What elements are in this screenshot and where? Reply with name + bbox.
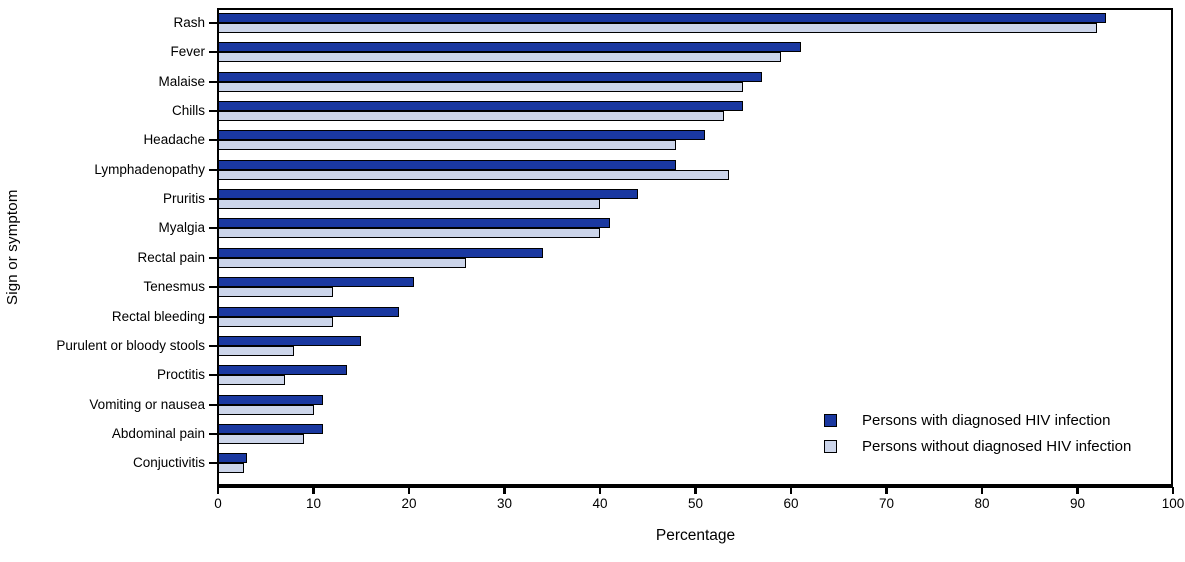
y-tick [209, 374, 218, 377]
y-tick [209, 139, 218, 142]
x-tick [1171, 487, 1175, 494]
bar-with-hiv [218, 365, 347, 376]
x-axis-line [216, 484, 1173, 488]
bar-with-hiv [218, 247, 543, 258]
bar-without-hiv [218, 375, 285, 386]
y-tick [209, 168, 218, 171]
bar-with-hiv [218, 159, 677, 170]
x-tick-label: 50 [687, 496, 704, 511]
bar-without-hiv [218, 111, 725, 122]
y-tick [209, 22, 218, 24]
category-label: Rash [173, 15, 205, 30]
x-tick [789, 487, 793, 494]
bar-with-hiv [218, 71, 763, 82]
x-tick-label: 80 [974, 496, 990, 511]
x-tick [407, 487, 411, 494]
bar-without-hiv [218, 140, 677, 151]
category-label: Purulent or bloody stools [56, 337, 205, 353]
bar-with-hiv [218, 130, 706, 141]
category-label: Lymphadenopathy [94, 161, 205, 177]
x-tick [312, 487, 315, 494]
x-axis-title: Percentage [655, 527, 736, 544]
bar-without-hiv [218, 287, 333, 298]
x-tick [980, 487, 984, 494]
bar-with-hiv [218, 42, 801, 53]
y-tick [209, 403, 218, 406]
y-tick [209, 110, 218, 113]
legend-item-with-hiv: Persons with diagnosed HIV infection [824, 411, 1131, 429]
plot-frame-top [216, 8, 1173, 10]
bar-without-hiv [218, 463, 244, 474]
bar-without-hiv [218, 433, 304, 444]
y-tick [209, 256, 218, 259]
category-label: Fever [170, 44, 205, 60]
y-tick [209, 198, 218, 201]
category-label: Vomiting or nausea [89, 396, 205, 412]
bar-with-hiv [218, 335, 362, 346]
bar-with-hiv [218, 394, 324, 405]
category-label: Proctitis [156, 367, 205, 383]
y-tick [209, 432, 218, 435]
y-tick [209, 80, 218, 83]
y-tick [209, 315, 218, 318]
x-tick-label: 60 [783, 496, 799, 511]
x-tick-label: 20 [401, 496, 417, 511]
legend-item-without-hiv: Persons without diagnosed HIV infection [824, 437, 1132, 455]
x-tick [598, 487, 602, 494]
bar-without-hiv [218, 228, 600, 239]
category-label: Myalgia [158, 220, 205, 236]
x-tick [216, 487, 220, 494]
category-label: Rectal pain [137, 249, 205, 265]
category-label: Malaise [158, 73, 205, 89]
bar-with-hiv [218, 101, 744, 112]
legend-swatch-with-hiv-icon [824, 413, 837, 427]
bar-with-hiv [218, 189, 639, 200]
bar-without-hiv [218, 345, 295, 356]
y-tick [209, 51, 218, 54]
bar-without-hiv [218, 199, 600, 210]
x-tick-label: 70 [878, 496, 895, 511]
plot-frame-right [1171, 8, 1173, 487]
x-tick [694, 487, 697, 494]
x-tick-label: 0 [214, 496, 222, 511]
bar-without-hiv [218, 404, 314, 415]
bar-with-hiv [218, 453, 247, 464]
x-tick-label: 10 [305, 496, 322, 511]
x-tick [885, 487, 888, 494]
x-tick-label: 40 [592, 496, 608, 511]
category-label: Rectal bleeding [111, 308, 205, 324]
x-tick-label: 100 [1161, 496, 1185, 511]
category-label: Tenesmus [143, 279, 205, 295]
bar-without-hiv [218, 316, 333, 327]
bar-without-hiv [218, 257, 467, 268]
y-axis-line [216, 8, 219, 487]
bar-with-hiv [218, 423, 324, 434]
y-tick [209, 344, 218, 347]
bar-with-hiv [218, 306, 400, 317]
category-label: Abdominal pain [111, 425, 205, 441]
legend: Persons with diagnosed HIV infection Per… [824, 412, 1131, 464]
x-tick [503, 487, 506, 494]
category-label: Pruritis [162, 191, 205, 207]
bar-without-hiv [218, 169, 729, 180]
x-tick-label: 90 [1069, 496, 1086, 511]
bar-without-hiv [218, 81, 744, 92]
category-label: Chills [171, 103, 205, 119]
legend-swatch-without-hiv-icon [824, 439, 837, 453]
y-tick [209, 462, 218, 465]
bar-without-hiv [218, 52, 782, 63]
y-tick [209, 227, 218, 230]
category-label: Headache [143, 132, 205, 148]
x-tick [1076, 487, 1079, 494]
legend-label-without-hiv: Persons without diagnosed HIV infection [862, 437, 1132, 455]
bar-with-hiv [218, 277, 414, 288]
x-tick-label: 30 [496, 496, 513, 511]
bar-with-hiv [218, 13, 1107, 23]
legend-label-with-hiv: Persons with diagnosed HIV infection [862, 411, 1111, 429]
category-label: Conjuctivitis [132, 455, 205, 471]
y-tick [209, 286, 218, 289]
bar-with-hiv [218, 218, 610, 229]
bar-without-hiv [218, 23, 1097, 33]
